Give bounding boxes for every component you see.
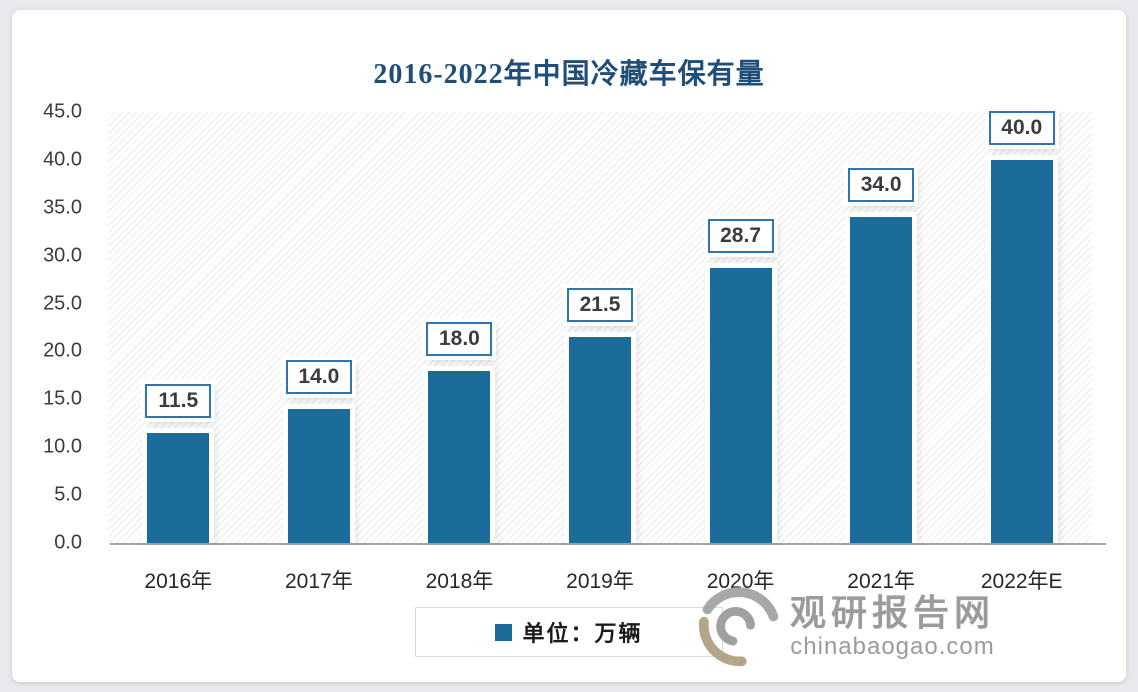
- bar-2020年: [704, 263, 777, 543]
- watermark: 观研报告网 chinabaogao.com: [696, 583, 995, 671]
- y-axis: 45.0 40.0 35.0 30.0 25.0 20.0 15.0 10.0 5.0 0.0: [12, 101, 96, 554]
- y-tick-label: 5.0: [54, 483, 82, 506]
- bar-value-label: 21.5: [567, 288, 633, 322]
- bar-value-label: 34.0: [848, 168, 915, 202]
- x-axis: 2016年 2017年 2018年 2019年 2020年 2021年 2022年E: [108, 543, 1092, 593]
- watermark-site-name: 观研报告网: [790, 592, 996, 633]
- bar-2017年: [282, 404, 355, 543]
- y-tick-label: 10.0: [43, 435, 82, 458]
- y-tick-label: 30.0: [43, 244, 82, 267]
- x-tick-label: 2021年: [847, 570, 915, 593]
- watermark-domain: chinabaogao.com: [790, 633, 995, 660]
- x-tick-label: 2017年: [284, 570, 353, 593]
- y-tick-label: 45.0: [43, 100, 82, 123]
- y-tick-label: 25.0: [43, 292, 82, 315]
- x-tick-label: 2022年E: [980, 570, 1063, 593]
- x-tick-label: 2018年: [425, 570, 494, 593]
- plot-area: 11.5 14.0 18.0 21.5 28.7 34.0 40.0: [108, 111, 1106, 545]
- y-tick-label: 0.0: [54, 531, 82, 554]
- chart-title: 2016-2022年中国冷藏车保有量: [373, 59, 765, 90]
- bar-2018年: [423, 366, 496, 543]
- y-tick-label: 35.0: [43, 196, 82, 219]
- y-tick-label: 20.0: [43, 339, 82, 362]
- bar-2019年: [564, 332, 636, 543]
- y-tick-label: 40.0: [43, 148, 82, 171]
- legend-marker-icon: [495, 623, 513, 641]
- bar-value-label: 18.0: [426, 322, 493, 356]
- x-axis-line: [110, 543, 1106, 545]
- x-tick-label: 2020年: [706, 570, 775, 593]
- chinabaogao-logo-icon: [698, 587, 779, 667]
- legend-label: 单位：万辆: [522, 621, 643, 646]
- bar-value-label: 14.0: [285, 360, 352, 394]
- chart-card: 2016-2022年中国冷藏车保有量 45.0 40.0 35.0 30.0 25.0 2…: [12, 10, 1126, 682]
- x-tick-label: 2016年: [144, 570, 213, 593]
- legend: 单位：万辆: [415, 607, 723, 657]
- bar-value-label: 28.7: [707, 219, 774, 253]
- x-tick-label: 2019年: [566, 570, 634, 593]
- bar-2021年: [845, 212, 918, 543]
- bar-value-label: 40.0: [988, 111, 1055, 145]
- bar-2022年E: [985, 155, 1058, 543]
- watermark-text: 观研报告网 chinabaogao.com: [790, 595, 995, 659]
- y-tick-label: 15.0: [43, 387, 82, 410]
- bar-2016年: [142, 428, 215, 543]
- bar-value-label: 11.5: [145, 384, 212, 418]
